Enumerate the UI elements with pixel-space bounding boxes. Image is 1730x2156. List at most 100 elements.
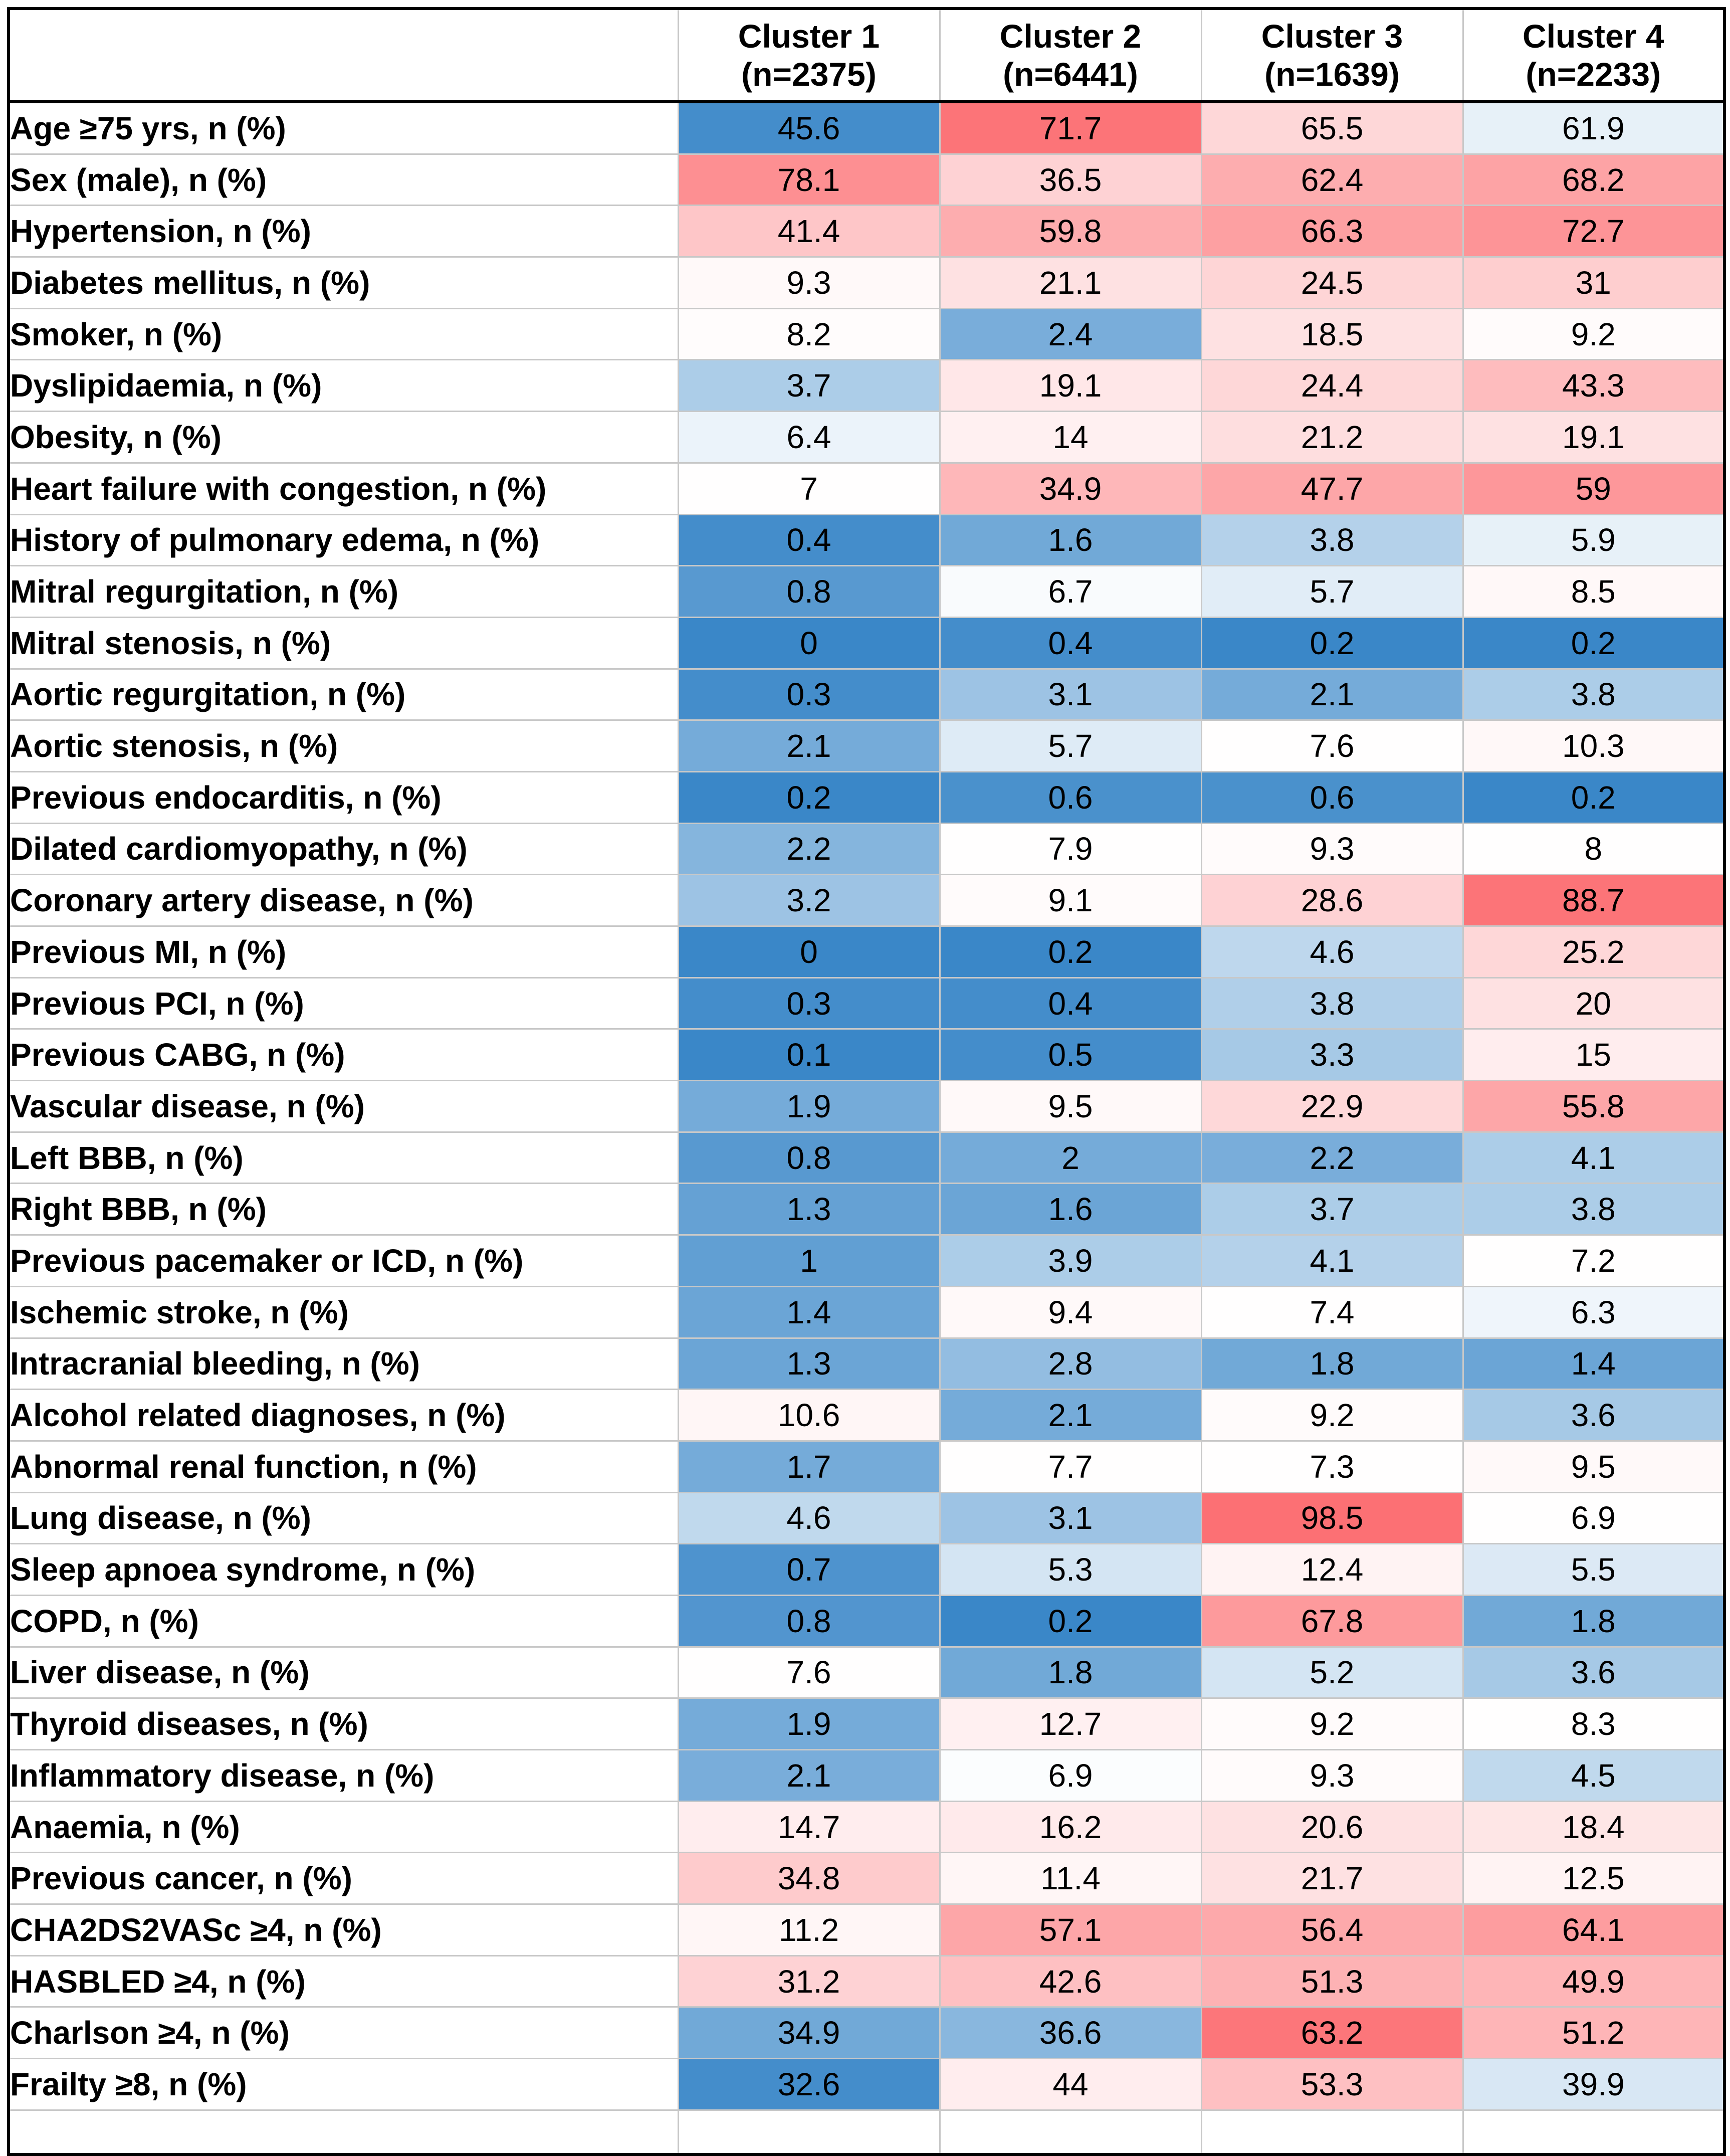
footer-cell bbox=[1200, 2110, 1463, 2154]
heatmap-cell: 4.6 bbox=[677, 1492, 940, 1545]
heatmap-cell: 12.4 bbox=[1200, 1543, 1463, 1596]
row-label: Inflammatory disease, n (%) bbox=[9, 1749, 678, 1802]
heatmap-cell: 25.2 bbox=[1462, 926, 1724, 978]
heatmap-cell: 0.4 bbox=[939, 977, 1201, 1030]
heatmap-cell: 55.8 bbox=[1462, 1080, 1724, 1133]
heatmap-cell: 9.1 bbox=[939, 874, 1201, 927]
heatmap-cell: 0.2 bbox=[1462, 617, 1724, 670]
heatmap-cell: 2.4 bbox=[939, 308, 1201, 361]
heatmap-cell: 4.6 bbox=[1200, 926, 1463, 978]
heatmap-cell: 0.4 bbox=[677, 514, 940, 567]
column-header-cluster-3: Cluster 3 bbox=[1200, 9, 1463, 55]
heatmap-cell: 20 bbox=[1462, 977, 1724, 1030]
heatmap-cell: 20.6 bbox=[1200, 1801, 1463, 1854]
row-label: Charlson ≥4, n (%) bbox=[9, 2007, 678, 2060]
heatmap-cell: 43.3 bbox=[1462, 359, 1724, 413]
heatmap-cell: 5.9 bbox=[1462, 514, 1724, 567]
heatmap-cell: 0.2 bbox=[939, 1595, 1201, 1648]
heatmap-cell: 0.5 bbox=[939, 1029, 1201, 1082]
heatmap-cell: 6.7 bbox=[939, 565, 1201, 618]
row-label: HASBLED ≥4, n (%) bbox=[9, 1955, 678, 2008]
heatmap-cell: 2.1 bbox=[1200, 669, 1463, 721]
header-row-cluster-sizes: (n=2375) (n=6441) (n=1639) (n=2233) bbox=[9, 55, 1724, 103]
heatmap-cell: 9.2 bbox=[1200, 1698, 1463, 1750]
row-label: Previous endocarditis, n (%) bbox=[9, 771, 678, 824]
heatmap-cell: 3.8 bbox=[1462, 1183, 1724, 1236]
row-label: COPD, n (%) bbox=[9, 1595, 678, 1648]
table-row: Frailty ≥8, n (%) 32.6 44 53.3 39.9 bbox=[9, 2058, 1724, 2111]
heatmap-cell: 11.2 bbox=[677, 1904, 940, 1956]
table-row: CHA2DS2VASc ≥4, n (%) 11.2 57.1 56.4 64.1 bbox=[9, 1904, 1724, 1956]
heatmap-cell: 6.3 bbox=[1462, 1286, 1724, 1339]
heatmap-cell: 2.1 bbox=[677, 720, 940, 772]
header-corner-lower bbox=[9, 55, 678, 103]
heatmap-cell: 6.9 bbox=[939, 1749, 1201, 1802]
row-label: Smoker, n (%) bbox=[9, 308, 678, 361]
heatmap-cell: 0.4 bbox=[939, 617, 1201, 670]
table-row: Sex (male), n (%) 78.1 36.5 62.4 68.2 bbox=[9, 154, 1724, 207]
heatmap-cell: 9.4 bbox=[939, 1286, 1201, 1339]
heatmap-cell: 1.8 bbox=[1200, 1338, 1463, 1391]
row-label: Dyslipidaemia, n (%) bbox=[9, 359, 678, 413]
heatmap-cell: 22.9 bbox=[1200, 1080, 1463, 1133]
heatmap-cell: 4.1 bbox=[1462, 1132, 1724, 1185]
heatmap-cell: 19.1 bbox=[939, 359, 1201, 413]
heatmap-cell: 7.6 bbox=[677, 1647, 940, 1699]
heatmap-cell: 21.2 bbox=[1200, 411, 1463, 464]
row-label: Previous cancer, n (%) bbox=[9, 1852, 678, 1905]
heatmap-cell: 3.2 bbox=[677, 874, 940, 927]
heatmap-cell: 5.3 bbox=[939, 1543, 1201, 1596]
table-row: Abnormal renal function, n (%) 1.7 7.7 7.3 9… bbox=[9, 1441, 1724, 1493]
table-row: Coronary artery disease, n (%) 3.2 9.1 28.6… bbox=[9, 874, 1724, 927]
table-row: Anaemia, n (%) 14.7 16.2 20.6 18.4 bbox=[9, 1801, 1724, 1854]
table-row: Vascular disease, n (%) 1.9 9.5 22.9 55.8 bbox=[9, 1080, 1724, 1133]
heatmap-cell: 1.4 bbox=[677, 1286, 940, 1339]
heatmap-cell: 65.5 bbox=[1200, 102, 1463, 155]
heatmap-cell: 0.2 bbox=[939, 926, 1201, 978]
table-row: Previous CABG, n (%) 0.1 0.5 3.3 15 bbox=[9, 1029, 1724, 1082]
heatmap-cell: 7.6 bbox=[1200, 720, 1463, 772]
heatmap-cell: 63.2 bbox=[1200, 2007, 1463, 2060]
column-size-cluster-2: (n=6441) bbox=[939, 55, 1201, 103]
heatmap-cell: 0.2 bbox=[1462, 771, 1724, 824]
heatmap-cell: 2.1 bbox=[939, 1389, 1201, 1442]
heatmap-cell: 3.6 bbox=[1462, 1389, 1724, 1442]
heatmap-cell: 51.3 bbox=[1200, 1955, 1463, 2008]
heatmap-cell: 3.1 bbox=[939, 669, 1201, 721]
table-row: Previous pacemaker or ICD, n (%) 1 3.9 4.1 7… bbox=[9, 1235, 1724, 1287]
heatmap-cell: 1 bbox=[677, 1235, 940, 1287]
heatmap-cell: 3.6 bbox=[1462, 1647, 1724, 1699]
heatmap-cell: 1.3 bbox=[677, 1338, 940, 1391]
heatmap-cell: 59.8 bbox=[939, 205, 1201, 258]
column-header-cluster-4: Cluster 4 bbox=[1462, 9, 1724, 55]
heatmap-cell: 5.7 bbox=[1200, 565, 1463, 618]
row-label: Diabetes mellitus, n (%) bbox=[9, 257, 678, 309]
heatmap-cell: 3.1 bbox=[939, 1492, 1201, 1545]
heatmap-cell: 41.4 bbox=[677, 205, 940, 258]
row-label: Left BBB, n (%) bbox=[9, 1132, 678, 1185]
table-row: Aortic regurgitation, n (%) 0.3 3.1 2.1 3.8 bbox=[9, 669, 1724, 721]
row-label: Ischemic stroke, n (%) bbox=[9, 1286, 678, 1339]
heatmap-cell: 7.3 bbox=[1200, 1441, 1463, 1493]
heatmap-cell: 3.8 bbox=[1462, 669, 1724, 721]
table-row: Heart failure with congestion, n (%) 7 34.… bbox=[9, 463, 1724, 515]
heatmap-cell: 9.3 bbox=[1200, 1749, 1463, 1802]
row-label: Obesity, n (%) bbox=[9, 411, 678, 464]
table-row: Lung disease, n (%) 4.6 3.1 98.5 6.9 bbox=[9, 1492, 1724, 1545]
heatmap-cell: 0.2 bbox=[677, 771, 940, 824]
heatmap-cell: 2 bbox=[939, 1132, 1201, 1185]
table-footer-spacer bbox=[9, 2110, 1724, 2154]
heatmap-cell: 0.7 bbox=[677, 1543, 940, 1596]
heatmap-cell: 18.5 bbox=[1200, 308, 1463, 361]
heatmap-cell: 39.9 bbox=[1462, 2058, 1724, 2111]
table-row: Charlson ≥4, n (%) 34.9 36.6 63.2 51.2 bbox=[9, 2007, 1724, 2060]
heatmap-cell: 7.7 bbox=[939, 1441, 1201, 1493]
row-label: Lung disease, n (%) bbox=[9, 1492, 678, 1545]
header-row-cluster-names: Cluster 1 Cluster 2 Cluster 3 Cluster 4 bbox=[9, 9, 1724, 55]
heatmap-cell: 3.7 bbox=[677, 359, 940, 413]
heatmap-cell: 1.8 bbox=[1462, 1595, 1724, 1648]
heatmap-cell: 9.2 bbox=[1200, 1389, 1463, 1442]
heatmap-body: Age ≥75 yrs, n (%) 45.6 71.7 65.5 61.9 Sex (m… bbox=[9, 102, 1724, 2111]
table-row: Mitral stenosis, n (%) 0 0.4 0.2 0.2 bbox=[9, 617, 1724, 670]
row-label: CHA2DS2VASc ≥4, n (%) bbox=[9, 1904, 678, 1956]
